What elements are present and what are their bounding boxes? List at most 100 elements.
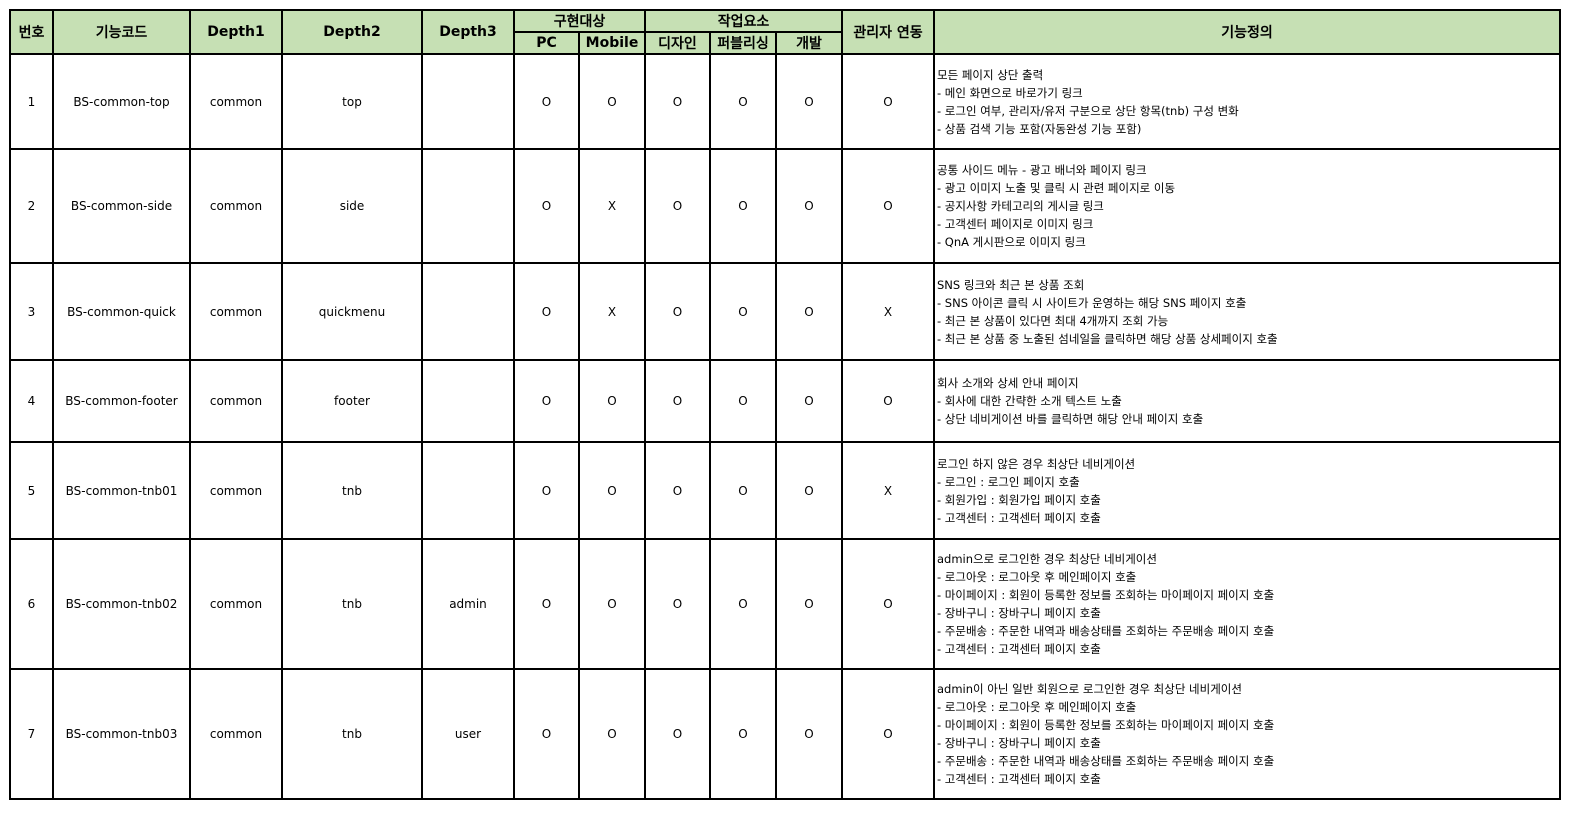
cell-dev: O bbox=[775, 359, 843, 443]
header-admin-link: 관리자 연동 bbox=[841, 9, 935, 55]
definition-line: admin으로 로그인한 경우 최상단 네비게이션 bbox=[937, 552, 1157, 566]
cell-no: 1 bbox=[9, 53, 54, 150]
header-publishing: 퍼블리싱 bbox=[709, 31, 777, 55]
definition-line: 공통 사이드 메뉴 - 광고 배너와 페이지 링크 bbox=[937, 163, 1147, 177]
definition-line: - 최근 본 상품 중 노출된 섬네일을 클릭하면 해당 상품 상세페이지 호출 bbox=[937, 331, 1278, 346]
definition-line: - 장바구니 : 장바구니 페이지 호출 bbox=[937, 736, 1101, 750]
cell-admin-link: O bbox=[841, 538, 935, 670]
cell-publishing: O bbox=[709, 53, 777, 150]
cell-depth1: common bbox=[189, 359, 283, 443]
cell-no: 5 bbox=[9, 441, 54, 540]
header-row-top: 번호 기능코드 Depth1 Depth2 Depth3 구현대상 작업요소 관… bbox=[9, 9, 1561, 55]
cell-depth3 bbox=[421, 262, 515, 361]
definition-line: - 최근 본 상품이 있다면 최대 4개까지 조회 가능 bbox=[937, 313, 1169, 328]
cell-design: O bbox=[644, 538, 711, 670]
cell-dev: O bbox=[775, 53, 843, 150]
table-row: 3 BS-common-quick common quickmenu O X O O O X SNS… bbox=[9, 262, 1561, 361]
cell-depth2: top bbox=[281, 53, 423, 150]
cell-depth1: common bbox=[189, 538, 283, 670]
cell-publishing: O bbox=[709, 148, 777, 264]
definition-line: - 고객센터 : 고객센터 페이지 호출 bbox=[937, 642, 1101, 656]
header-work-group: 작업요소 bbox=[644, 9, 843, 33]
cell-admin-link: X bbox=[841, 262, 935, 361]
cell-no: 4 bbox=[9, 359, 54, 443]
cell-depth1: common bbox=[189, 148, 283, 264]
definition-line: - QnA 게시판으로 이미지 링크 bbox=[937, 235, 1086, 249]
cell-definition: 로그인 하지 않은 경우 최상단 네비게이션 - 로그인 : 로그인 페이지 호출… bbox=[933, 441, 1561, 540]
table-row: 5 BS-common-tnb01 common tnb O O O O O X 로그인 하지 않은… bbox=[9, 441, 1561, 540]
header-depth1: Depth1 bbox=[189, 9, 283, 55]
cell-mobile: X bbox=[578, 148, 646, 264]
definition-line: 로그인 하지 않은 경우 최상단 네비게이션 bbox=[937, 456, 1136, 471]
cell-depth2: footer bbox=[281, 359, 423, 443]
cell-dev: O bbox=[775, 262, 843, 361]
cell-mobile: X bbox=[578, 262, 646, 361]
definition-line: - 고객센터 : 고객센터 페이지 호출 bbox=[937, 510, 1101, 525]
definition-line: 회사 소개와 상세 안내 페이지 bbox=[937, 376, 1079, 390]
definition-line: - 메인 화면으로 바로가기 링크 bbox=[937, 85, 1083, 100]
cell-publishing: O bbox=[709, 538, 777, 670]
cell-definition: admin으로 로그인한 경우 최상단 네비게이션 - 로그아웃 : 로그아웃 후… bbox=[933, 538, 1561, 670]
cell-publishing: O bbox=[709, 441, 777, 540]
cell-mobile: O bbox=[578, 538, 646, 670]
cell-pc: O bbox=[513, 538, 580, 670]
table-row: 2 BS-common-side common side O X O O O O 공통 사이드 메뉴… bbox=[9, 148, 1561, 264]
cell-design: O bbox=[644, 668, 711, 800]
cell-publishing: O bbox=[709, 668, 777, 800]
table-row: 1 BS-common-top common top O O O O O O 모든 페이지 상단 출… bbox=[9, 53, 1561, 150]
cell-mobile: O bbox=[578, 441, 646, 540]
cell-pc: O bbox=[513, 668, 580, 800]
cell-depth3 bbox=[421, 359, 515, 443]
definition-line: - 로그아웃 : 로그아웃 후 메인페이지 호출 bbox=[937, 570, 1137, 584]
cell-code: BS-common-tnb03 bbox=[52, 668, 191, 800]
cell-depth1: common bbox=[189, 262, 283, 361]
cell-pc: O bbox=[513, 262, 580, 361]
cell-dev: O bbox=[775, 538, 843, 670]
definition-line: - 고객센터 페이지로 이미지 링크 bbox=[937, 217, 1094, 231]
cell-definition: 공통 사이드 메뉴 - 광고 배너와 페이지 링크 - 광고 이미지 노출 및 클… bbox=[933, 148, 1561, 264]
header-design: 디자인 bbox=[644, 31, 711, 55]
header-impl-group: 구현대상 bbox=[513, 9, 646, 33]
definition-line: - 회사에 대한 간략한 소개 텍스트 노출 bbox=[937, 394, 1122, 408]
header-depth3: Depth3 bbox=[421, 9, 515, 55]
cell-depth1: common bbox=[189, 441, 283, 540]
cell-design: O bbox=[644, 53, 711, 150]
cell-depth3 bbox=[421, 148, 515, 264]
cell-definition: 회사 소개와 상세 안내 페이지 - 회사에 대한 간략한 소개 텍스트 노출 - … bbox=[933, 359, 1561, 443]
cell-admin-link: O bbox=[841, 148, 935, 264]
header-dev: 개발 bbox=[775, 31, 843, 55]
cell-admin-link: X bbox=[841, 441, 935, 540]
header-depth2: Depth2 bbox=[281, 9, 423, 55]
cell-pc: O bbox=[513, 359, 580, 443]
definition-line: - 로그인 여부, 관리자/유저 구분으로 상단 항목(tnb) 구성 변화 bbox=[937, 103, 1239, 118]
cell-code: BS-common-top bbox=[52, 53, 191, 150]
definition-line: - 고객센터 : 고객센터 페이지 호출 bbox=[937, 772, 1101, 786]
definition-line: - 마이페이지 : 회원이 등록한 정보를 조회하는 마이페이지 페이지 호출 bbox=[937, 718, 1275, 732]
cell-design: O bbox=[644, 359, 711, 443]
cell-no: 3 bbox=[9, 262, 54, 361]
cell-depth3: user bbox=[421, 668, 515, 800]
table-body: 1 BS-common-top common top O O O O O O 모든 페이지 상단 출… bbox=[9, 53, 1561, 800]
cell-admin-link: O bbox=[841, 359, 935, 443]
header-row-sub: PC Mobile 디자인 퍼블리싱 개발 bbox=[10, 31, 1560, 55]
cell-code: BS-common-side bbox=[52, 148, 191, 264]
definition-line: - 주문배송 : 주문한 내역과 배송상태를 조회하는 주문배송 페이지 호출 bbox=[937, 624, 1275, 638]
cell-mobile: O bbox=[578, 53, 646, 150]
cell-pc: O bbox=[513, 53, 580, 150]
definition-line: SNS 링크와 최근 본 상품 조회 bbox=[937, 277, 1085, 292]
cell-no: 2 bbox=[9, 148, 54, 264]
cell-depth2: tnb bbox=[281, 538, 423, 670]
cell-dev: O bbox=[775, 441, 843, 540]
spec-sheet: 번호 기능코드 Depth1 Depth2 Depth3 구현대상 작업요소 관… bbox=[9, 9, 1561, 800]
cell-depth3 bbox=[421, 441, 515, 540]
cell-publishing: O bbox=[709, 359, 777, 443]
cell-definition: 모든 페이지 상단 출력 - 메인 화면으로 바로가기 링크 - 로그인 여부, 관… bbox=[933, 53, 1561, 150]
definition-line: - 광고 이미지 노출 및 클릭 시 관련 페이지로 이동 bbox=[937, 181, 1176, 195]
cell-publishing: O bbox=[709, 262, 777, 361]
cell-depth2: tnb bbox=[281, 441, 423, 540]
cell-design: O bbox=[644, 441, 711, 540]
definition-line: - 로그아웃 : 로그아웃 후 메인페이지 호출 bbox=[937, 700, 1137, 714]
definition-line: - 상단 네비게이션 바를 클릭하면 해당 안내 페이지 호출 bbox=[937, 412, 1204, 426]
cell-no: 7 bbox=[9, 668, 54, 800]
